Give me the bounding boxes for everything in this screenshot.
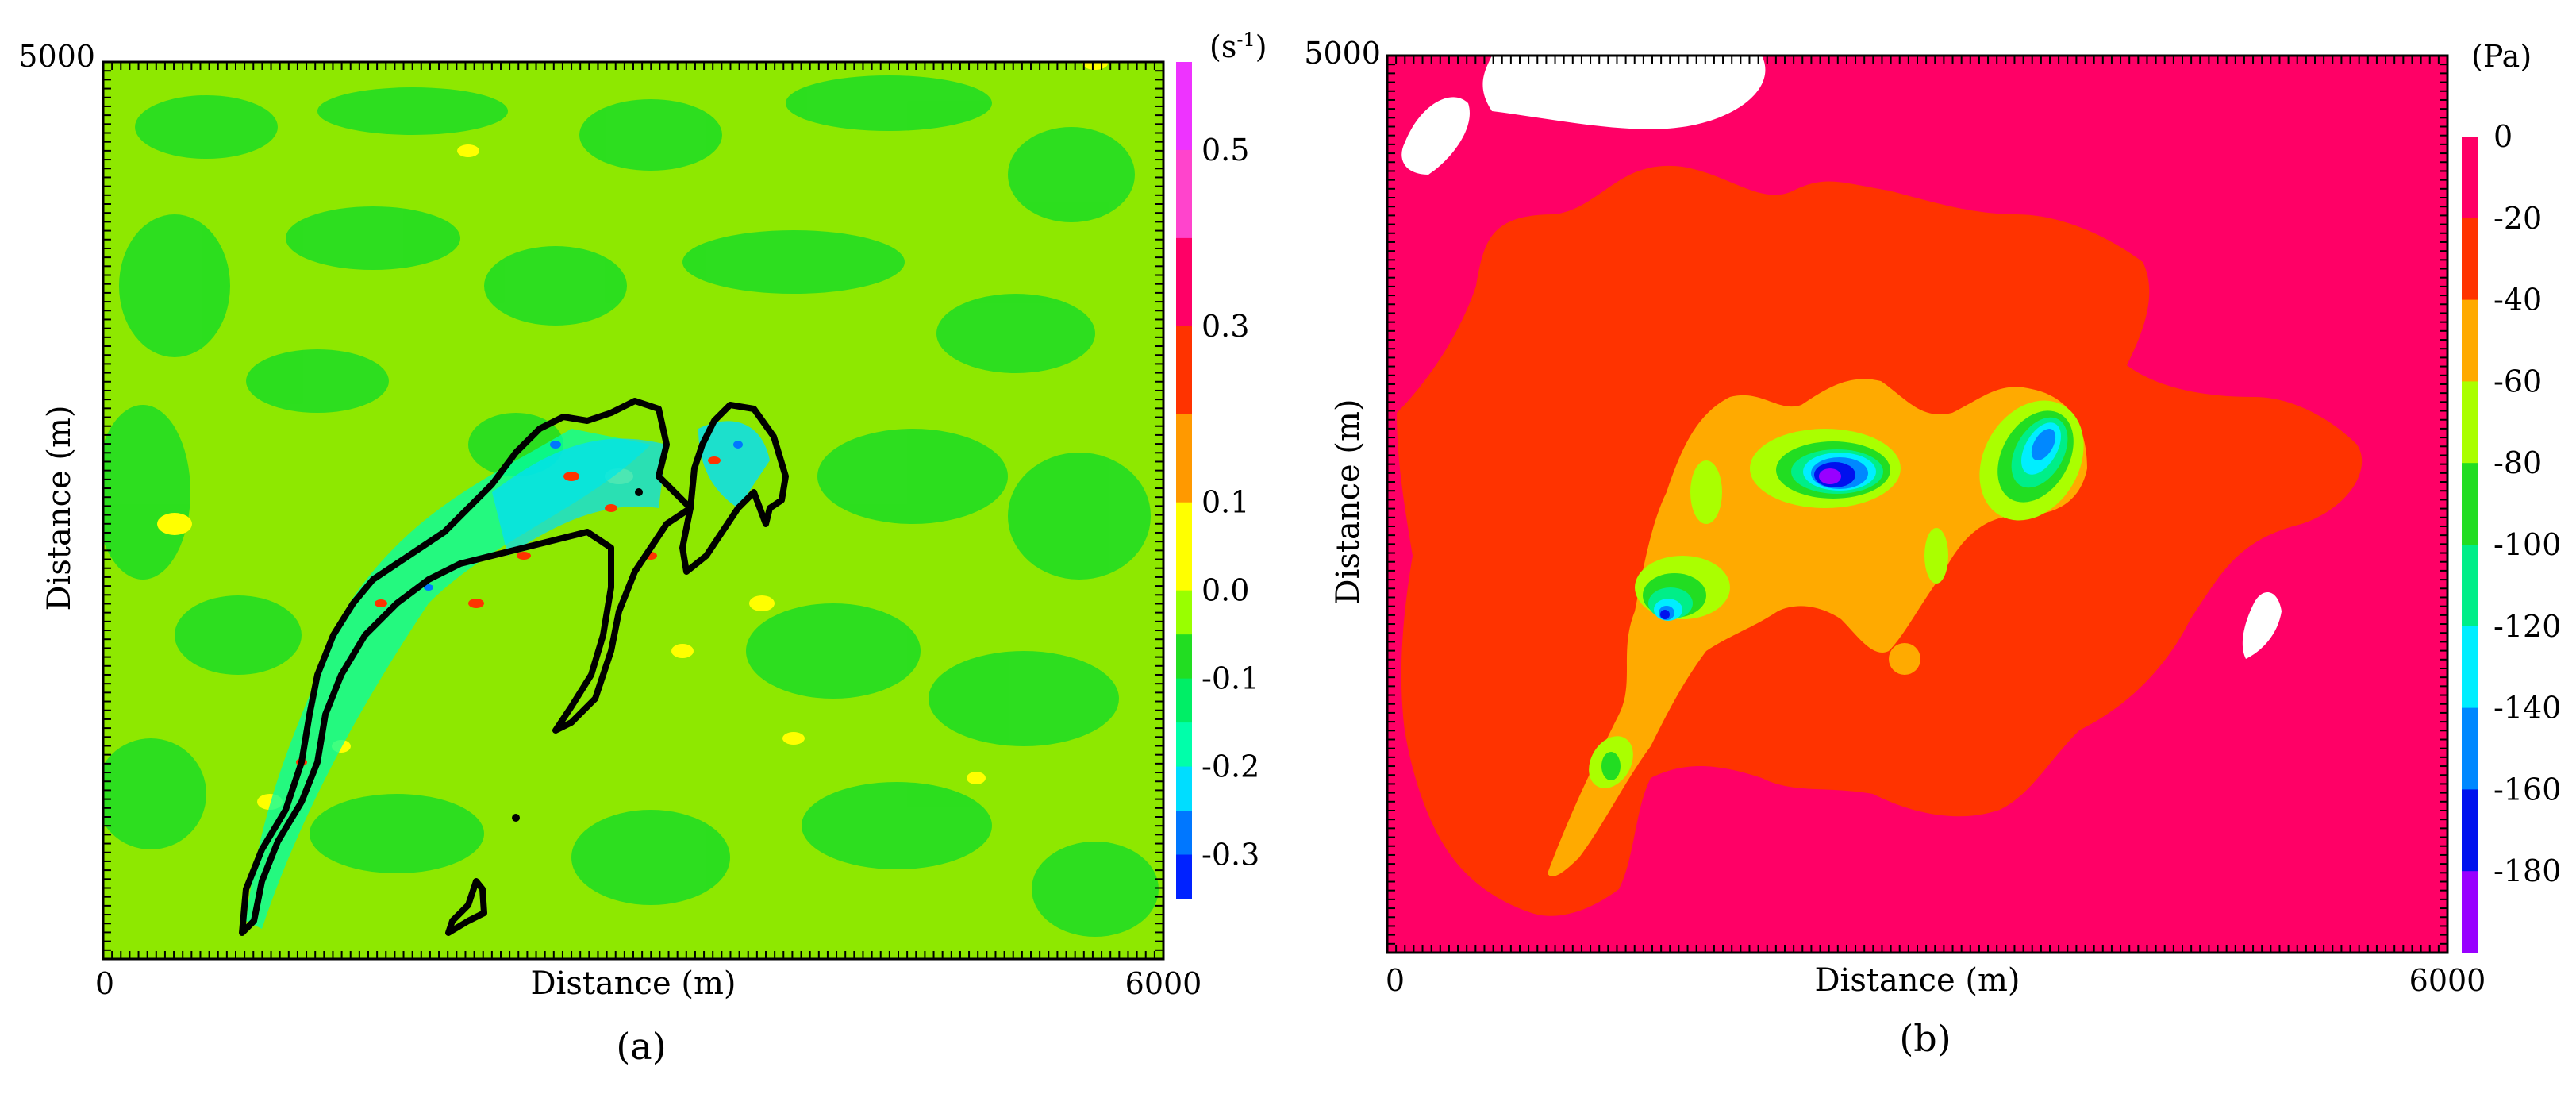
colorbar-tick-label: -0.2 xyxy=(1201,749,1259,784)
colorbar-segment xyxy=(2462,789,2478,872)
colorbar-segment xyxy=(2462,299,2478,382)
colorbar-segment xyxy=(2462,218,2478,301)
colorbar-segment xyxy=(1176,634,1192,680)
colorbar-segment xyxy=(1176,811,1192,856)
colorbar-tick-label: -100 xyxy=(2493,527,2561,562)
panel-a-ytick-5000: 5000 xyxy=(18,39,95,74)
colorbar-tick-label: 0.5 xyxy=(1201,133,1249,168)
outline-main xyxy=(239,398,694,936)
outline-small xyxy=(445,878,487,936)
colorbar-tick-label: 0.0 xyxy=(1201,573,1249,608)
panel-b-ylabel: Distance (m) xyxy=(1330,399,1367,604)
colorbar-tick-label: 0.3 xyxy=(1201,309,1249,344)
colorbar-tick-label: -0.1 xyxy=(1201,661,1259,696)
colorbar-tick-label: -0.3 xyxy=(1201,838,1259,873)
colorbar-segment xyxy=(2462,871,2478,953)
panel-a-ylabel: Distance (m) xyxy=(41,405,78,611)
colorbar-tick-label: -60 xyxy=(2493,364,2542,399)
panel-b-colorbar: 0 -20 -40 -60 -80 -100 -120 -140 -160 -180 xyxy=(2462,119,2561,953)
panel-a-dot xyxy=(635,488,643,496)
colorbar-segment xyxy=(1176,854,1192,899)
colorbar-segment xyxy=(1176,502,1192,591)
colorbar-tick-label: -120 xyxy=(2493,609,2561,644)
colorbar-tick-label: 0.1 xyxy=(1201,485,1249,520)
panel-b-colorbar-unit: (Pa) xyxy=(2471,39,2532,74)
panel-a-xtick-0: 0 xyxy=(95,966,114,1001)
panel-b-plot-area xyxy=(1387,56,2447,953)
panel-b-amber-blob xyxy=(1889,643,1920,675)
colorbar-segment xyxy=(1176,414,1192,503)
panel-a-dot-2 xyxy=(512,814,520,822)
panel-a-landslide-outlines xyxy=(239,398,789,936)
colorbar-segment xyxy=(2462,463,2478,545)
panel-b-xtick-6000: 6000 xyxy=(2409,963,2486,998)
colorbar-segment xyxy=(1176,326,1192,415)
panel-b-ytick-5000: 5000 xyxy=(1304,36,1381,71)
colorbar-segment xyxy=(2462,137,2478,219)
panel-b-region-40 xyxy=(1548,379,2087,876)
colorbar-tick-label: -140 xyxy=(2493,691,2561,726)
colorbar-segment xyxy=(1176,590,1192,635)
outline-right-lobe xyxy=(679,402,789,575)
colorbar-tick-label: -20 xyxy=(2493,201,2542,236)
panel-b-label: (b) xyxy=(1899,1017,1951,1060)
colorbar-tick-label: 0 xyxy=(2493,119,2513,154)
colorbar-segment xyxy=(1176,237,1192,327)
panel-b-ticks xyxy=(1386,55,2448,953)
panel-b-xlabel: Distance (m) xyxy=(1814,962,2020,999)
panel-a-label: (a) xyxy=(616,1025,666,1068)
panel-a-xlabel: Distance (m) xyxy=(530,965,736,1002)
panel-b-white-patches xyxy=(1401,56,2282,659)
colorbar-segment xyxy=(1176,62,1192,151)
colorbar-tick-label: -80 xyxy=(2493,445,2542,480)
panel-a-blue-specks xyxy=(424,441,743,591)
panel-b-region-180 xyxy=(1819,468,1841,484)
colorbar-segment xyxy=(2462,626,2478,709)
panel-a-colorbar-unit: (s-1) xyxy=(1209,29,1267,64)
panel-a-ticks xyxy=(102,61,1164,960)
panel-a-plot-area xyxy=(103,62,1163,959)
colorbar-segment xyxy=(2462,707,2478,790)
colorbar-segment xyxy=(2462,381,2478,464)
panel-a: 5000 0 6000 Distance (m) Distance (m) (a… xyxy=(18,29,1267,1068)
colorbar-tick-label: -160 xyxy=(2493,772,2561,807)
colorbar-segment xyxy=(1176,678,1192,723)
colorbar-tick-label: -180 xyxy=(2493,853,2561,888)
colorbar-segment xyxy=(2462,545,2478,627)
colorbar-segment xyxy=(1176,766,1192,811)
panel-a-colorbar: 0.5 0.3 0.1 0.0 -0.1 -0.2 -0.3 xyxy=(1176,62,1259,899)
colorbar-segment xyxy=(1176,149,1192,239)
panel-a-xtick-6000: 6000 xyxy=(1125,966,1202,1001)
colorbar-tick-label: -40 xyxy=(2493,283,2542,318)
panel-b: 5000 0 6000 Distance (m) Distance (m) (b… xyxy=(1304,36,2561,1060)
panel-b-xtick-0: 0 xyxy=(1386,963,1405,998)
colorbar-segment xyxy=(1176,722,1192,768)
